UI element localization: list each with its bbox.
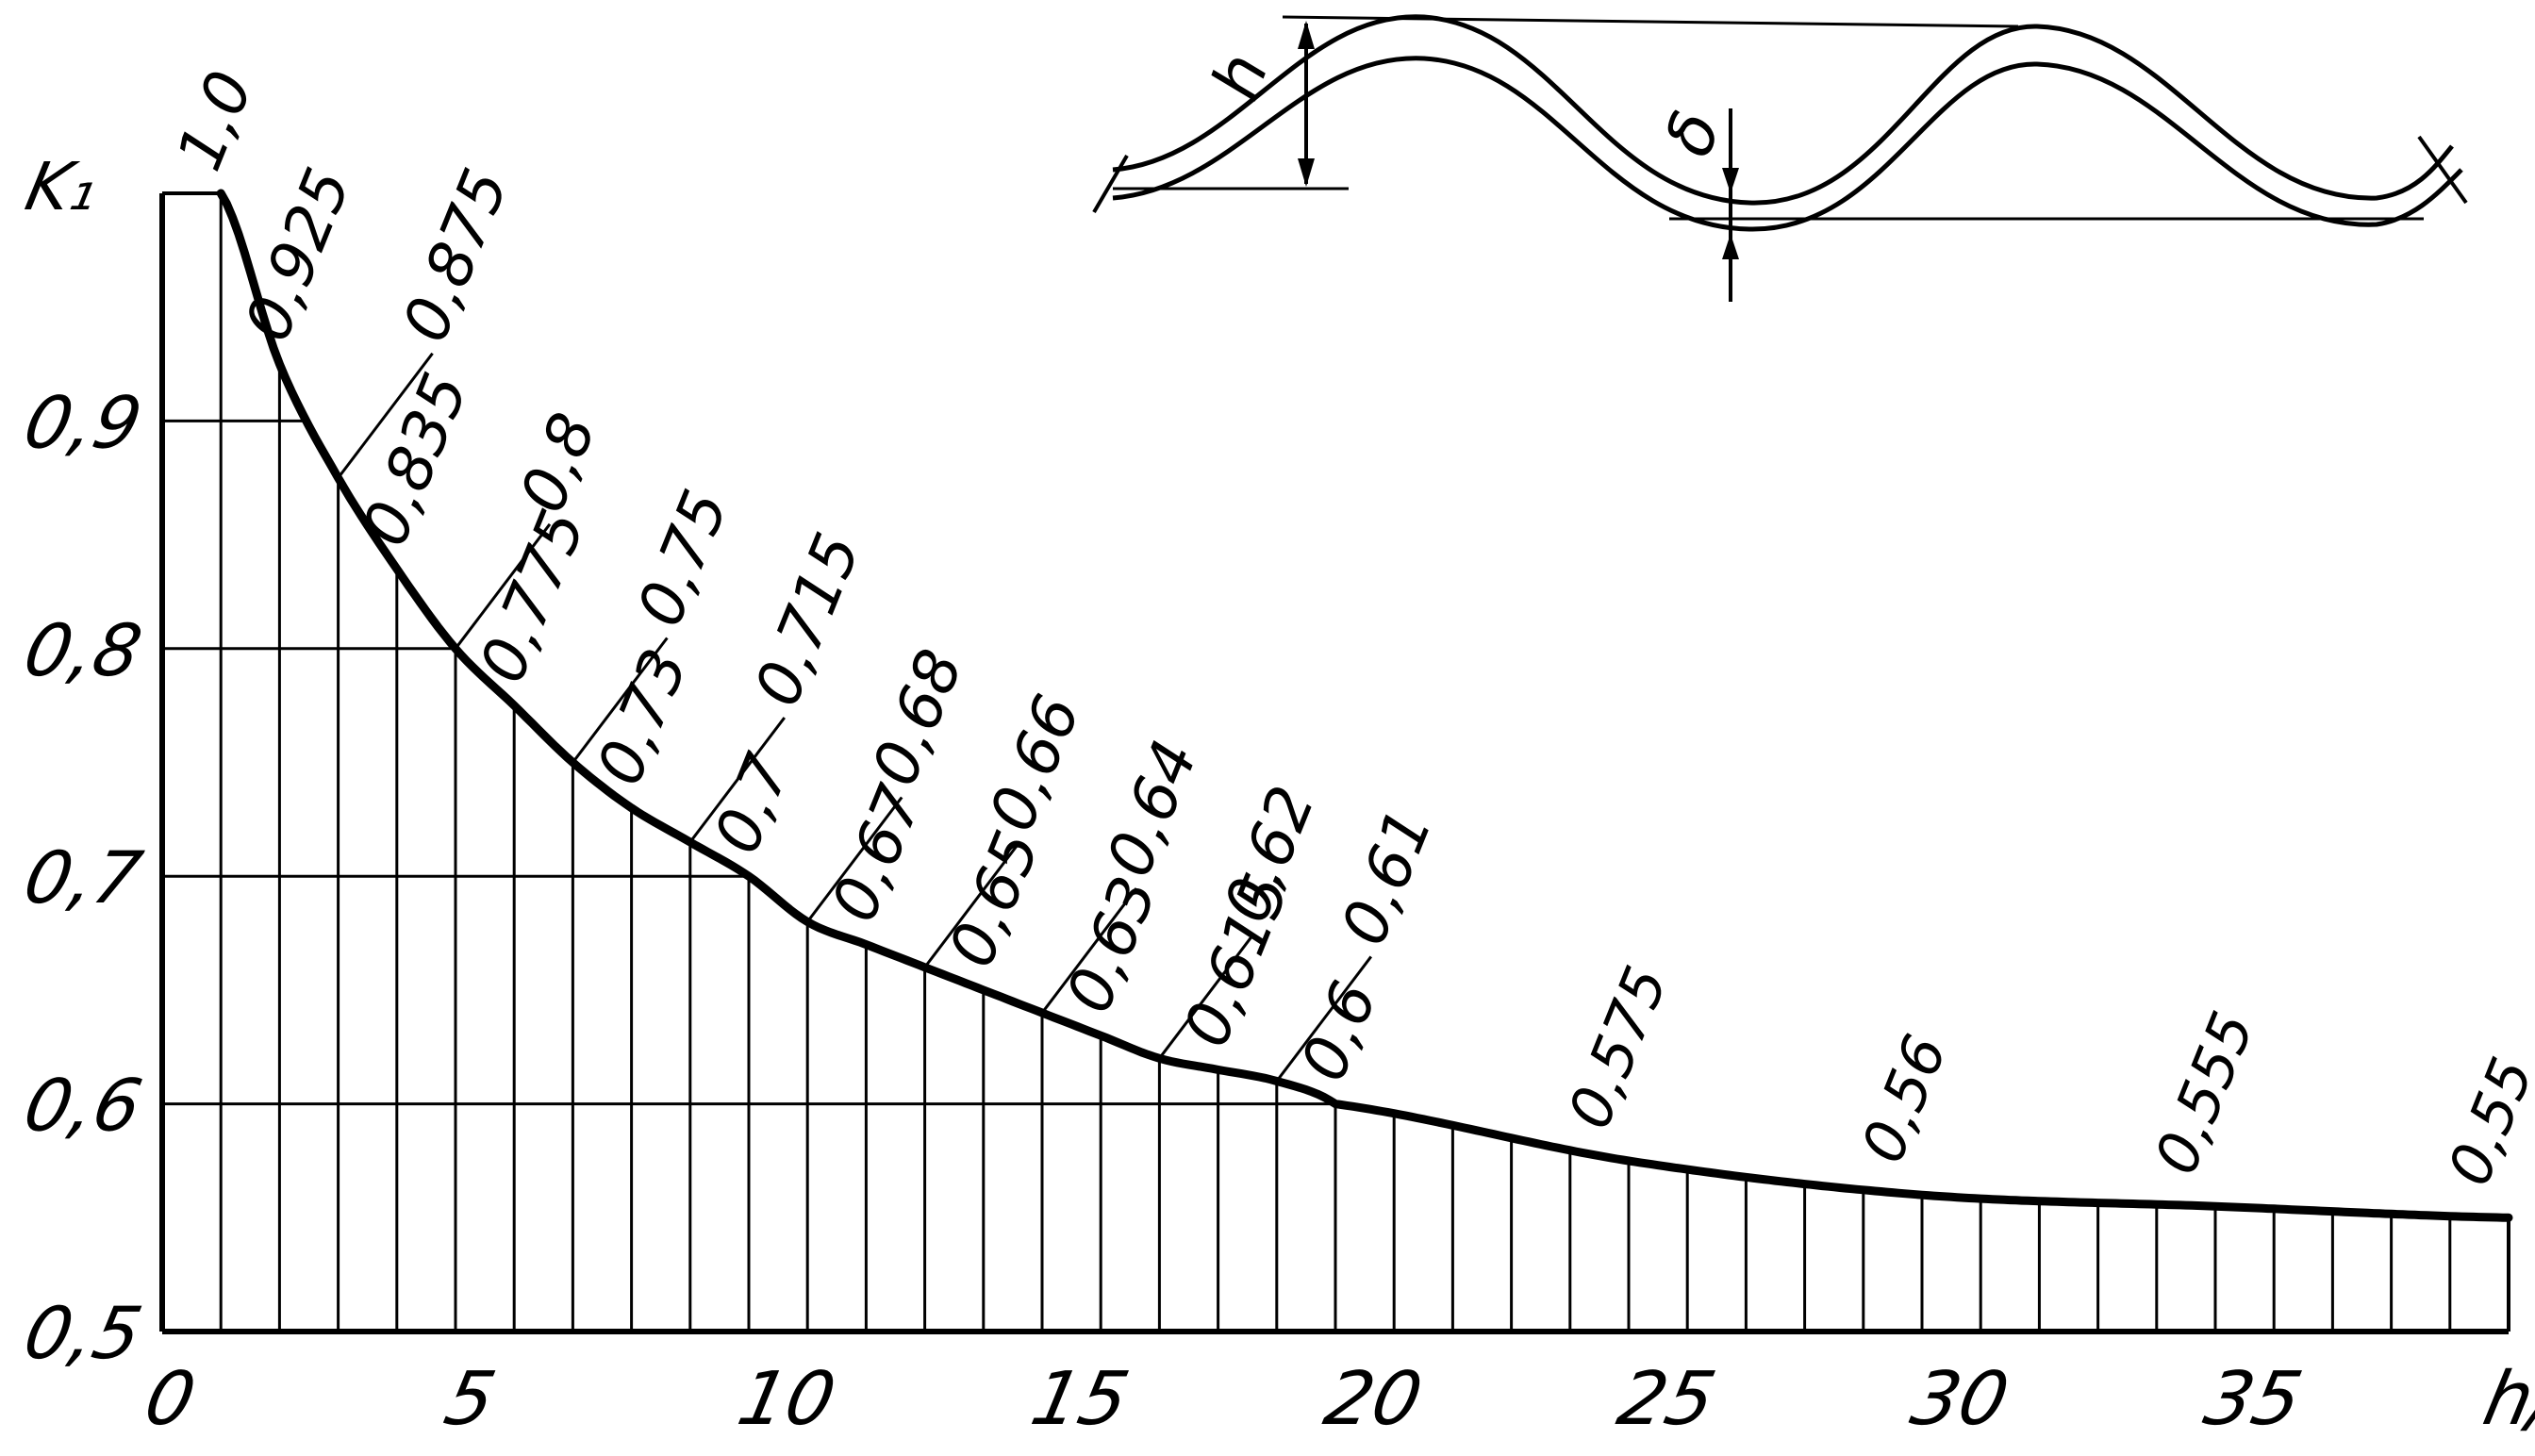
y-tick-label: 0,7 [17, 837, 149, 920]
data-label: 0,775 [466, 500, 600, 692]
x-tick-label: 20 [1317, 1356, 1430, 1442]
y-tick-label: 0,9 [17, 382, 149, 465]
data-label: 0,61 [1327, 799, 1446, 954]
label-leader [1275, 955, 1372, 1083]
y-axis-label: K₁ [19, 148, 105, 225]
delta-arrow-bottom [1722, 234, 1739, 259]
label-leader [923, 841, 1020, 968]
chart-grid [162, 191, 2510, 1332]
chart-axes [159, 193, 2510, 1334]
h-arrow-top [1298, 21, 1315, 49]
label-leader [688, 717, 786, 843]
h-arrow-bottom [1298, 158, 1315, 187]
x-tick-label: 15 [1024, 1356, 1136, 1442]
series-line [216, 189, 2513, 1222]
data-label: 0,55 [2434, 1049, 2535, 1195]
x-tick-label: h/δ [2477, 1356, 2535, 1442]
sheet-left-end [1092, 154, 1129, 214]
data-label: 0,555 [2141, 1002, 2267, 1183]
y-tick-label: 0,8 [17, 610, 149, 693]
label-leader [1158, 933, 1255, 1060]
data-label: 0,835 [348, 363, 482, 555]
data-label: 0,6 [1286, 971, 1391, 1090]
top-tangent-line [1282, 15, 2019, 28]
tick-labels: 0 5 10 15 20 25 30 35 h/δ 0,5 0,6 0,7 0,8 0,9 K₁ [17, 148, 2535, 1442]
y-tick-label: 0,6 [17, 1065, 149, 1148]
sheet-right-end [2417, 135, 2468, 205]
data-label: 1,0 [163, 61, 268, 180]
delta-dimension-label: δ [1649, 102, 1736, 166]
label-leader [337, 352, 434, 479]
data-label: 0,75 [623, 480, 742, 636]
h-dimension-label: h [1197, 43, 1284, 109]
data-label: 0,925 [231, 158, 365, 351]
data-label: 0,56 [1847, 1025, 1960, 1171]
data-label: 0,7 [700, 744, 804, 863]
x-tick-label: 10 [731, 1356, 843, 1442]
y-tick-label: 0,5 [17, 1293, 149, 1376]
data-label: 0,68 [858, 639, 977, 795]
data-label: 0,715 [740, 523, 874, 716]
label-leader [1040, 887, 1138, 1014]
label-leader [806, 796, 903, 923]
x-tick-label: 25 [1611, 1356, 1723, 1442]
data-label: 0,67 [818, 776, 936, 932]
corrugated-sheet-inset: h δ [1092, 14, 2468, 302]
label-leader [454, 522, 552, 650]
data-label: 0,875 [389, 159, 522, 352]
chart-curve [216, 189, 2513, 1222]
data-label: 0,73 [583, 639, 702, 795]
label-leader [572, 637, 669, 764]
delta-arrow-top [1722, 168, 1739, 193]
data-label: 0,575 [1554, 957, 1681, 1138]
data-label: 0,64 [1092, 731, 1211, 886]
x-tick-label: 35 [2197, 1356, 2310, 1442]
data-label: 0,615 [1169, 864, 1303, 1056]
data-label: 0,65 [935, 821, 1053, 977]
data-label: 0,63 [1052, 867, 1171, 1022]
data-label: 0,66 [975, 686, 1094, 841]
label-leaders [337, 352, 1372, 1083]
sheet-outer-profile [1112, 14, 2454, 206]
x-tick-label: 0 [138, 1356, 203, 1442]
x-tick-label: 30 [1904, 1356, 2016, 1442]
sheet-inner-profile [1112, 56, 2463, 232]
x-tick-label: 5 [438, 1356, 503, 1442]
data-label: 0,8 [505, 404, 610, 522]
